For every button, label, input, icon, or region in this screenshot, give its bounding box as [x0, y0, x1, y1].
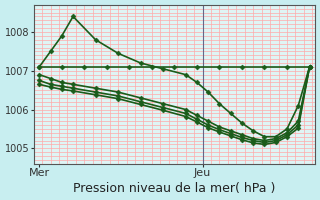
X-axis label: Pression niveau de la mer( hPa ): Pression niveau de la mer( hPa ) [73, 182, 276, 195]
